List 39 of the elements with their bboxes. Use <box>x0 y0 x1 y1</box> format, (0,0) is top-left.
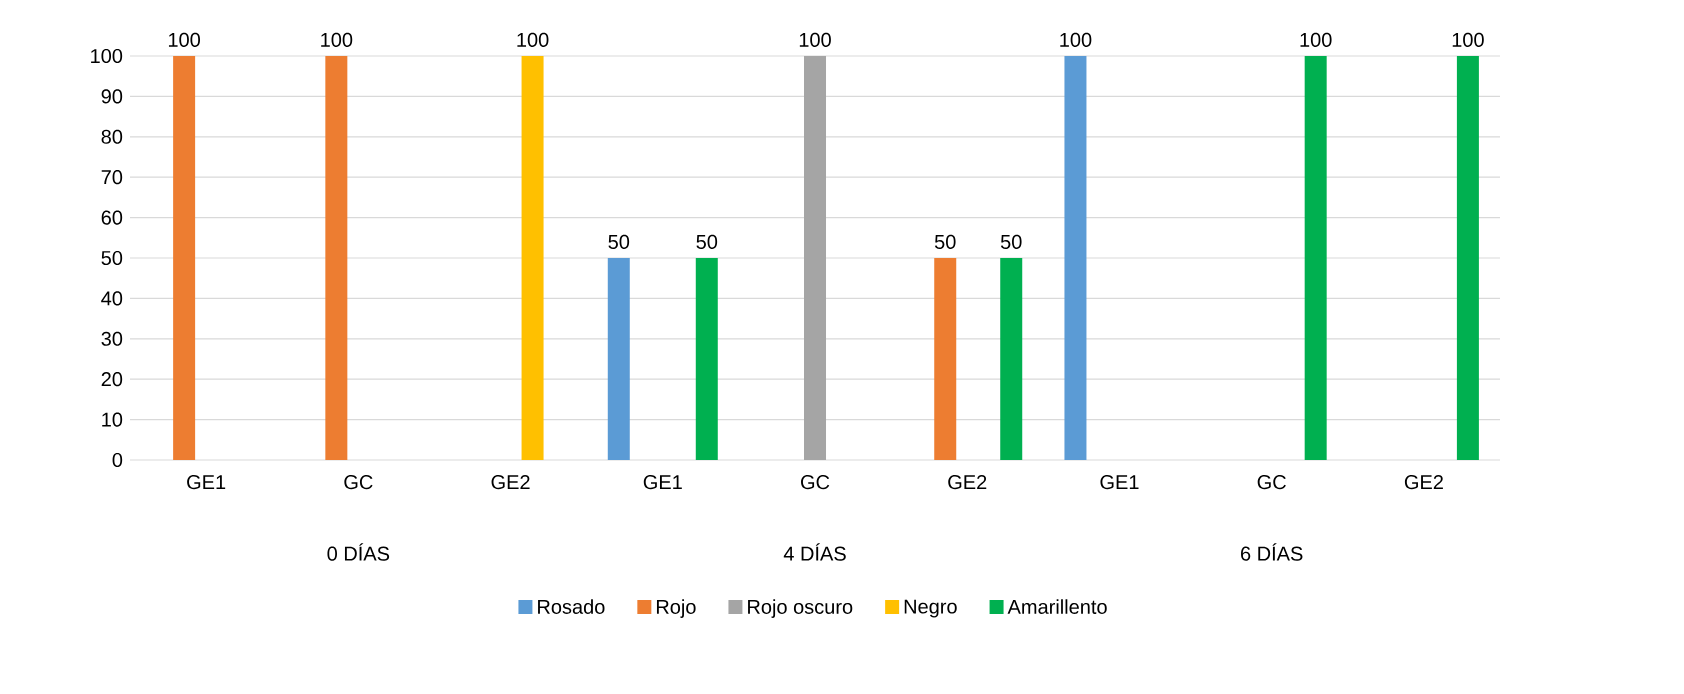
x-tick-label: GE1 <box>643 475 682 490</box>
text: 0 DÍAS <box>327 543 390 561</box>
text: 4 DÍAS <box>783 543 846 561</box>
x-tick-label: GE1 <box>187 475 226 490</box>
legend-label: Rosado <box>538 599 605 614</box>
x-tick-label: GE2 <box>948 475 987 490</box>
data-label: 50 <box>608 234 630 249</box>
y-tick-label: 30 <box>101 331 123 346</box>
x-tick-label: GC <box>1257 475 1286 490</box>
y-tick-label: 40 <box>101 291 123 306</box>
x-tick-label: GC <box>344 475 373 490</box>
data-label: 50 <box>696 234 718 249</box>
data-label: 100 <box>321 32 353 47</box>
legend-label: Rojo oscuro <box>748 599 853 618</box>
y-tick-label: 10 <box>102 412 123 427</box>
x-tick-label: GC <box>801 475 830 490</box>
y-tick-label: 50 <box>101 250 123 266</box>
y-tick-label: 0 <box>112 452 123 468</box>
legend-label: Rojo <box>656 599 696 618</box>
data-label: 100 <box>517 32 549 47</box>
y-tick-label: 90 <box>101 89 123 104</box>
y-tick-label: 70 <box>101 170 123 185</box>
legend-label: Amarillento <box>1007 599 1107 614</box>
y-tick-label: 100 <box>91 48 123 64</box>
y-tick-label: 20 <box>101 372 123 387</box>
legend-label: Negro <box>904 599 957 618</box>
data-label: 50 <box>1000 234 1022 249</box>
data-label: 100 <box>168 32 201 47</box>
data-label: 50 <box>934 234 956 249</box>
x-tick-label: GE2 <box>491 475 530 490</box>
x-tick-label: GE2 <box>1404 475 1443 490</box>
data-label: 100 <box>799 32 831 47</box>
x-tick-label: GE1 <box>1100 475 1139 490</box>
data-label: 100 <box>1060 32 1092 47</box>
y-tick-label: 80 <box>101 129 123 144</box>
data-label: 100 <box>1300 32 1332 47</box>
y-tick-label: 60 <box>101 210 123 225</box>
text: 6 DÍAS <box>1241 543 1303 561</box>
data-label: 100 <box>1452 32 1484 47</box>
